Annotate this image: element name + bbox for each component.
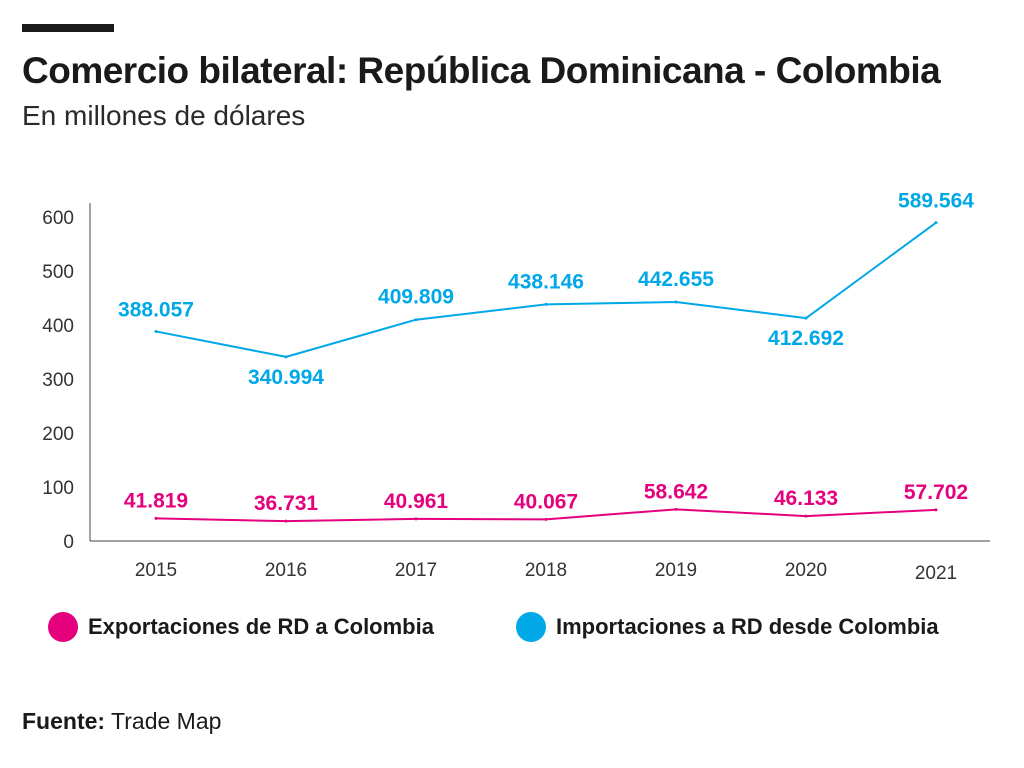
- data-label: 40.961: [384, 490, 449, 513]
- data-label: 58.642: [644, 480, 708, 503]
- y-tick-label: 0: [63, 532, 74, 553]
- y-tick-label: 400: [42, 316, 74, 337]
- data-label: 438.146: [508, 270, 584, 293]
- x-tick-label: 2018: [525, 560, 567, 581]
- data-point: [544, 517, 548, 521]
- data-point: [414, 517, 418, 521]
- data-label: 40.067: [514, 490, 578, 513]
- top-rule: [22, 24, 114, 32]
- data-label: 388.057: [118, 298, 194, 321]
- source-value: Trade Map: [111, 708, 222, 734]
- data-point: [154, 516, 158, 520]
- data-label: 442.655: [638, 268, 714, 291]
- x-tick-label: 2017: [395, 560, 437, 581]
- legend-item-importaciones: Importaciones a RD desde Colombia: [516, 610, 939, 644]
- data-label: 41.819: [124, 489, 188, 512]
- data-label: 409.809: [378, 286, 454, 309]
- legend-marker-exportaciones: [48, 612, 78, 642]
- data-point: [934, 221, 938, 225]
- y-tick-label: 600: [42, 208, 74, 229]
- data-point: [154, 329, 158, 333]
- data-point: [934, 508, 938, 512]
- legend-label-exportaciones: Exportaciones de RD a Colombia: [88, 614, 434, 639]
- data-label: 57.702: [904, 481, 968, 504]
- y-tick-label: 100: [42, 478, 74, 499]
- y-tick-label: 300: [42, 370, 74, 391]
- data-point: [804, 514, 808, 518]
- source-label: Fuente:: [22, 708, 106, 734]
- data-label: 412.692: [768, 327, 844, 350]
- data-point: [674, 507, 678, 511]
- data-point: [674, 300, 678, 304]
- x-tick-label: 2016: [265, 560, 307, 581]
- data-point: [544, 302, 548, 306]
- data-label: 36.731: [254, 492, 319, 515]
- x-tick-label: 2015: [135, 560, 177, 581]
- x-tick-label: 2019: [655, 560, 697, 581]
- data-label: 340.994: [248, 366, 324, 389]
- data-label: 589.564: [898, 190, 974, 213]
- y-tick-label: 200: [42, 424, 74, 445]
- data-label: 46.133: [774, 487, 838, 510]
- data-point: [414, 318, 418, 322]
- data-point: [284, 519, 288, 523]
- chart-subtitle: En millones de dólares: [22, 100, 306, 131]
- legend-marker-importaciones: [516, 612, 546, 642]
- data-point: [804, 316, 808, 320]
- source-note: Fuente: Trade Map: [22, 708, 221, 735]
- y-tick-label: 500: [42, 262, 74, 283]
- x-tick-label: 2021: [915, 563, 957, 584]
- x-tick-label: 2020: [785, 560, 827, 581]
- legend-item-exportaciones: Exportaciones de RD a Colombia: [48, 610, 434, 644]
- data-point: [284, 355, 288, 359]
- legend-label-importaciones: Importaciones a RD desde Colombia: [556, 614, 939, 639]
- chart-title: Comercio bilateral: República Dominicana…: [22, 50, 941, 91]
